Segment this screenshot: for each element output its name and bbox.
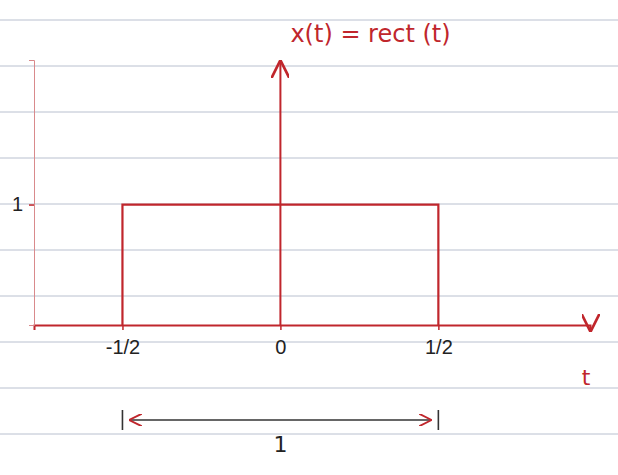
- y-tick-mark: [29, 204, 34, 206]
- x-tick-label: -1/2: [106, 336, 140, 358]
- x-axis-title: t: [582, 365, 591, 390]
- x-tick-label: 1/2: [425, 336, 453, 358]
- x-tick-mark: [280, 325, 282, 330]
- origin-axis: [279, 62, 281, 325]
- paper-line: [0, 434, 618, 435]
- paper-line: [0, 158, 618, 159]
- x-tick-mark: [122, 325, 124, 330]
- y-axis-line: [29, 61, 35, 326]
- width-arrow: [130, 419, 430, 420]
- width-bound: [438, 410, 440, 430]
- x-tick-mark: [438, 325, 440, 330]
- y-tick-label: 1: [12, 193, 23, 215]
- y-axis: 1: [12, 61, 35, 326]
- paper-line: [0, 388, 618, 389]
- x-axis: -1/2 0 1/2: [35, 325, 591, 358]
- x-tick-label: 0: [275, 336, 286, 358]
- x-axis-line: [35, 326, 591, 331]
- paper-line: [0, 112, 618, 113]
- plot: -1/2 0 1/2 1 t 1: [12, 61, 591, 458]
- y-tick: 1: [12, 193, 34, 215]
- x-tick: 1/2: [425, 325, 453, 358]
- width-bound: [122, 410, 124, 430]
- x-tick: -1/2: [106, 325, 140, 358]
- rect-line: [122, 205, 438, 325]
- paper-lines: [0, 20, 618, 434]
- x-tick: 0: [275, 325, 286, 358]
- paper-line: [0, 342, 618, 343]
- paper-line: [0, 250, 618, 251]
- width-annotation: 1: [122, 410, 438, 457]
- paper-line: [0, 296, 618, 297]
- chart: -1/2 0 1/2 1 t 1 x(t) = rect (t): [0, 0, 618, 475]
- data-group: [122, 205, 438, 325]
- paper-line: [0, 66, 618, 67]
- width-label: 1: [273, 432, 287, 457]
- title: x(t) = rect (t): [290, 20, 450, 48]
